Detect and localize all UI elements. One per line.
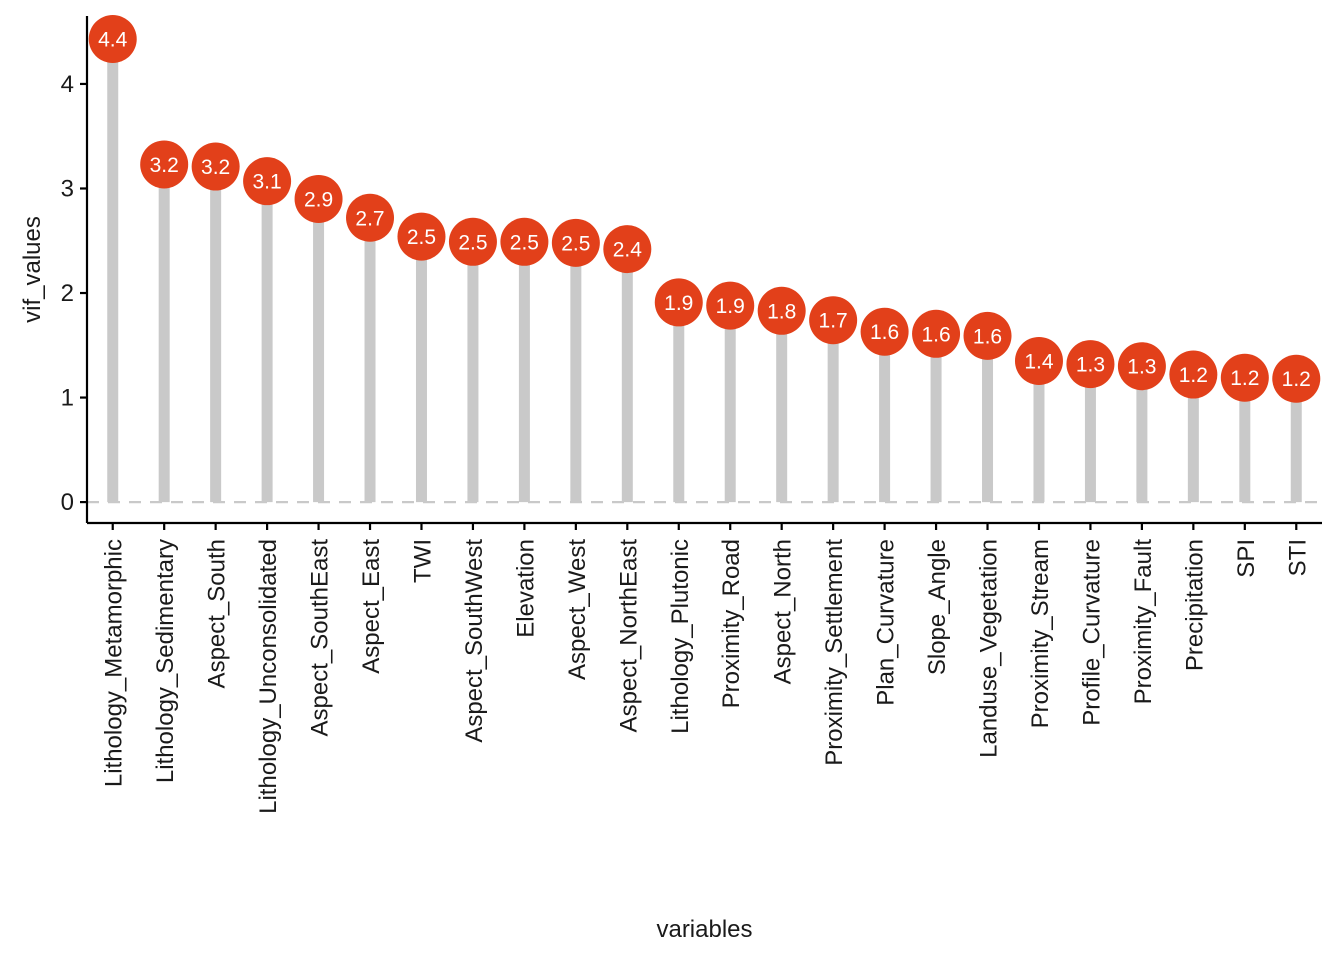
x-tick-label: Plan_Curvature <box>873 539 900 706</box>
data-label: 2.4 <box>613 239 643 262</box>
lollipop-point <box>603 225 652 274</box>
lollipop-point <box>757 286 806 335</box>
x-ticks: Lithology_Metamorphic Lithology_Sedimenta… <box>101 523 1311 814</box>
data-label: 4.4 <box>98 28 128 51</box>
data-label: 2.9 <box>304 188 333 211</box>
lollipop-point <box>1066 340 1115 389</box>
x-tick-label: Aspect_SouthEast <box>307 539 334 737</box>
lollipop-point <box>654 278 703 327</box>
x-tick-label: Proximity_Road <box>718 539 745 708</box>
x-tick-label: Aspect_South <box>204 539 231 688</box>
lollipop-point <box>551 218 600 267</box>
x-tick-label: Lithology_Metamorphic <box>101 539 128 787</box>
x-tick-label: Aspect_SouthWest <box>461 539 488 743</box>
data-label: 1.6 <box>870 321 899 344</box>
x-tick-label: Lithology_Sedimentary <box>152 539 179 783</box>
x-tick-label: Precipitation <box>1181 539 1208 671</box>
x-tick-label: Slope_Angle <box>924 539 951 675</box>
lollipop-point <box>243 157 292 206</box>
data-label: 1.9 <box>716 295 745 318</box>
lollipop-point <box>1117 342 1166 391</box>
data-label: 2.5 <box>510 231 539 254</box>
data-label: 1.7 <box>819 310 848 333</box>
lollipop-point <box>1169 350 1218 399</box>
axes <box>85 16 1322 525</box>
x-tick-label: SPI <box>1233 539 1260 578</box>
data-label: 1.4 <box>1024 350 1054 373</box>
lollipop-point <box>88 14 137 63</box>
data-label: 1.6 <box>973 325 1002 348</box>
data-label: 1.2 <box>1282 368 1311 391</box>
x-tick-label: Aspect_North <box>770 539 797 684</box>
data-label: 3.1 <box>253 171 282 194</box>
y-tick-label: 3 <box>61 175 74 202</box>
data-label: 1.9 <box>664 292 693 315</box>
x-tick-label: Proximity_Fault <box>1130 539 1157 705</box>
lollipop-point <box>346 193 395 242</box>
x-tick-label: Landuse_Vegetation <box>976 539 1003 758</box>
x-tick-label: STI <box>1284 539 1311 576</box>
x-tick-label: Profile_Curvature <box>1078 539 1105 726</box>
x-axis-title: variables <box>656 916 752 943</box>
data-label: 1.2 <box>1230 367 1259 390</box>
data-label: 1.3 <box>1076 354 1105 377</box>
y-tick-label: 2 <box>61 280 74 307</box>
lollipop-point <box>1220 353 1269 402</box>
x-tick-label: Proximity_Settlement <box>821 539 848 766</box>
data-label: 1.6 <box>921 323 950 346</box>
lollipop-point <box>191 142 240 191</box>
lollipop-point <box>809 296 858 345</box>
data-label: 2.5 <box>458 231 487 254</box>
points-layer: 4.4 3.2 3.2 3.1 2.9 2.7 2.5 2.5 2.5 2.5 2.4 1.9 1.9 1… <box>88 14 1321 403</box>
y-tick-label: 1 <box>61 385 74 412</box>
x-tick-label: Proximity_Stream <box>1027 539 1054 728</box>
lollipop-point <box>397 212 446 261</box>
y-tick-label: 4 <box>61 71 74 98</box>
data-label: 1.3 <box>1127 356 1156 379</box>
x-tick-label: Aspect_East <box>358 539 385 674</box>
x-tick-label: Aspect_West <box>564 539 591 680</box>
x-tick-label: TWI <box>409 539 436 583</box>
lollipop-point <box>963 311 1012 360</box>
data-label: 1.8 <box>767 300 796 323</box>
data-label: 3.2 <box>150 154 179 177</box>
x-tick-label: Aspect_NorthEast <box>615 539 642 733</box>
data-label: 2.5 <box>407 226 436 249</box>
data-label: 1.2 <box>1179 364 1208 387</box>
lollipop-point <box>500 217 549 266</box>
data-label: 3.2 <box>201 156 230 179</box>
data-label: 2.5 <box>561 232 590 255</box>
lollipop-point <box>294 174 343 223</box>
data-label: 2.7 <box>355 207 384 230</box>
stems-layer <box>107 38 1302 503</box>
lollipop-point <box>912 309 961 358</box>
y-tick-label: 0 <box>61 489 74 516</box>
x-tick-label: Elevation <box>512 539 539 638</box>
y-axis-title: vif_values <box>19 216 46 323</box>
lollipop-point <box>860 307 909 356</box>
x-tick-label: Lithology_Unconsolidated <box>255 539 282 814</box>
lollipop-point <box>448 217 497 266</box>
lollipop-point <box>1014 336 1063 385</box>
y-ticks: 0 1 2 3 4 <box>61 71 87 516</box>
lollipop-point <box>706 281 755 330</box>
x-tick-label: Lithology_Plutonic <box>667 539 694 734</box>
lollipop-point <box>140 140 189 189</box>
lollipop-point <box>1272 354 1321 403</box>
